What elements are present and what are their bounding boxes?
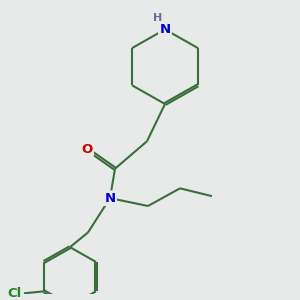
Text: N: N <box>104 192 116 205</box>
Text: H: H <box>153 13 163 23</box>
Text: Cl: Cl <box>7 287 21 300</box>
Text: O: O <box>81 142 93 156</box>
Text: N: N <box>159 23 171 36</box>
